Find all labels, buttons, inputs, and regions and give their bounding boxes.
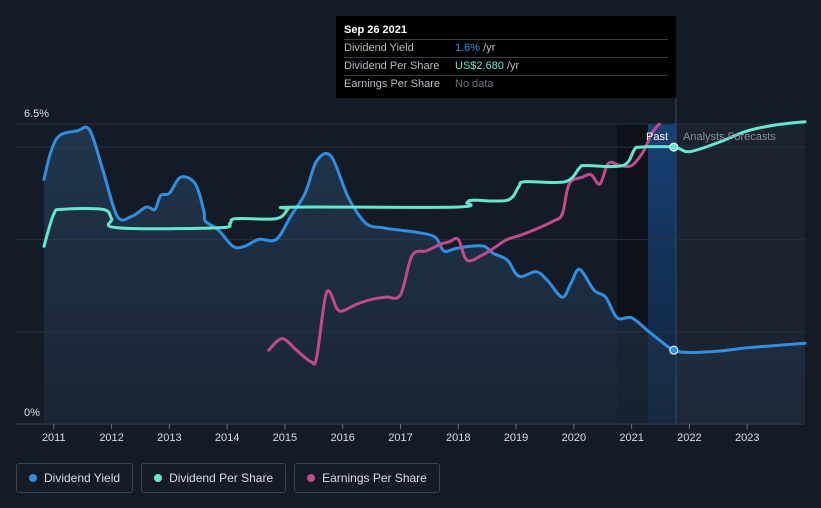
- x-tick-label: 2013: [157, 432, 181, 444]
- series-line-earnings-per-share: [267, 122, 661, 366]
- tooltip: Sep 26 2021 Dividend Yield 1.6% /yr Divi…: [336, 16, 676, 98]
- legend-label: Dividend Per Share: [169, 471, 274, 485]
- tooltip-value: No data: [455, 78, 494, 90]
- tooltip-unit: /yr: [506, 60, 520, 72]
- tooltip-label: Dividend Per Share: [344, 60, 440, 72]
- x-tick-label: 2012: [99, 432, 123, 444]
- tooltip-unit: /yr: [483, 42, 496, 54]
- past-label: Past: [646, 131, 668, 143]
- tooltip-value: US$2.680: [455, 60, 504, 72]
- earnings-per-share-dot-icon: [307, 474, 316, 482]
- x-tick-label: 2021: [619, 432, 643, 444]
- series-line-dividend-yield: [42, 125, 807, 355]
- tooltip-row-dividend-yield: Dividend Yield 1.6% /yr: [344, 39, 668, 57]
- x-tick-label: 2017: [388, 432, 412, 444]
- tooltip-label: Earnings Per Share: [344, 78, 440, 90]
- tooltip-row-dividend-per-share: Dividend Per Share US$2.680 /yr: [344, 57, 668, 75]
- marker-dividend-per-share: [669, 142, 679, 152]
- dividend-yield-area: [44, 127, 805, 425]
- tooltip-date: Sep 26 2021: [344, 24, 407, 36]
- x-tick-label: 2023: [735, 432, 759, 444]
- dividend-per-share-dot-icon: [154, 474, 163, 482]
- forecast-label: Analysts Forecasts: [683, 131, 776, 143]
- x-tick-label: 2014: [215, 432, 239, 444]
- x-tick-label: 2018: [446, 432, 470, 444]
- tooltip-row-earnings-per-share: Earnings Per Share No data: [344, 75, 668, 93]
- legend-item-earnings-per-share[interactable]: Earnings Per Share: [294, 463, 440, 493]
- legend-label: Earnings Per Share: [322, 471, 427, 485]
- y-label-bottom: 0%: [24, 407, 40, 419]
- x-tick-label: 2020: [562, 432, 586, 444]
- marker-dividend-yield: [669, 345, 679, 355]
- legend-item-dividend-yield[interactable]: Dividend Yield: [16, 463, 134, 493]
- x-tick-label: 2022: [677, 432, 701, 444]
- tooltip-label: Dividend Yield: [344, 42, 414, 54]
- x-tick-label: 2015: [273, 432, 297, 444]
- dividend-yield-dot-icon: [29, 474, 37, 482]
- legend: Dividend Yield Dividend Per Share Earnin…: [16, 463, 440, 493]
- x-tick-label: 2019: [504, 432, 528, 444]
- legend-label: Dividend Yield: [44, 471, 121, 485]
- y-label-top: 6.5%: [24, 108, 49, 120]
- tooltip-value: 1.6%: [455, 42, 481, 54]
- legend-item-dividend-per-share[interactable]: Dividend Per Share: [141, 463, 287, 493]
- x-tick-label: 2011: [42, 432, 66, 444]
- x-tick-label: 2016: [330, 432, 354, 444]
